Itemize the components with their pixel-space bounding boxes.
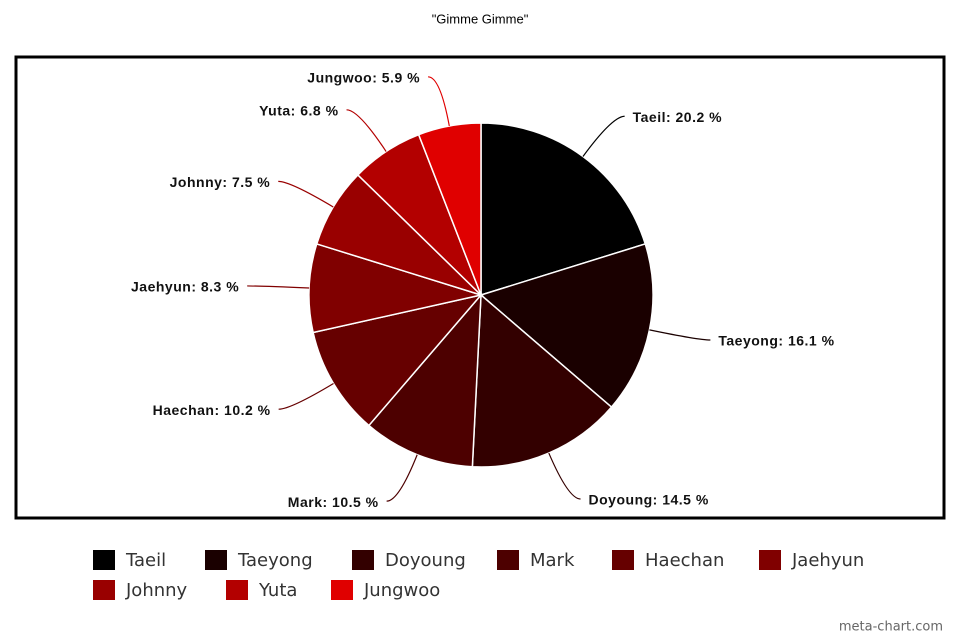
data-label: Doyoung: 14.5 %	[589, 492, 709, 508]
pie-slice	[417, 122, 482, 296]
legend-label: Jungwoo	[363, 580, 440, 601]
legend-swatch	[93, 550, 115, 570]
watermark: meta-chart.com	[839, 620, 943, 635]
pie-slice	[471, 293, 613, 468]
legend-swatch	[352, 550, 374, 570]
legend-swatch	[331, 580, 353, 600]
data-label: Taeyong: 16.1 %	[718, 333, 834, 349]
legend-label: Jaehyun	[791, 550, 864, 571]
legend-label: Taeyong	[237, 550, 313, 571]
pie-slice	[312, 293, 484, 427]
leader-line	[278, 180, 334, 208]
pie-slice	[367, 292, 482, 468]
legend-swatch	[205, 550, 227, 570]
leader-line	[548, 452, 581, 500]
legend-swatch	[497, 550, 519, 570]
legend-label: Doyoung	[385, 550, 466, 571]
data-label: Jaehyun: 8.3 %	[131, 279, 239, 295]
data-label: Haechan: 10.2 %	[153, 402, 271, 418]
chart-title: "Gimme Gimme"	[432, 11, 529, 26]
legend-swatch	[226, 580, 248, 600]
legend-label: Johnny	[125, 580, 188, 601]
leader-line	[582, 115, 625, 157]
leader-line	[386, 454, 418, 502]
pie-slice	[479, 242, 654, 409]
legend-label: Haechan	[645, 550, 724, 571]
leader-line	[247, 285, 310, 289]
leader-line	[649, 329, 711, 341]
leader-line	[346, 109, 387, 152]
data-label: Johnny: 7.5 %	[170, 174, 271, 190]
leader-line	[278, 382, 334, 410]
data-label: Mark: 10.5 %	[288, 494, 379, 510]
legend-swatch	[612, 550, 634, 570]
legend-label: Mark	[530, 550, 575, 571]
data-label: Taeil: 20.2 %	[633, 109, 723, 125]
legend-label: Yuta	[258, 580, 297, 601]
data-label: Yuta: 6.8 %	[259, 103, 338, 119]
data-label: Jungwoo: 5.9 %	[307, 70, 420, 86]
pie-slice	[308, 242, 484, 334]
leader-line	[427, 76, 450, 127]
legend-swatch	[759, 550, 781, 570]
legend-swatch	[93, 580, 115, 600]
legend-label: Taeil	[125, 550, 166, 571]
